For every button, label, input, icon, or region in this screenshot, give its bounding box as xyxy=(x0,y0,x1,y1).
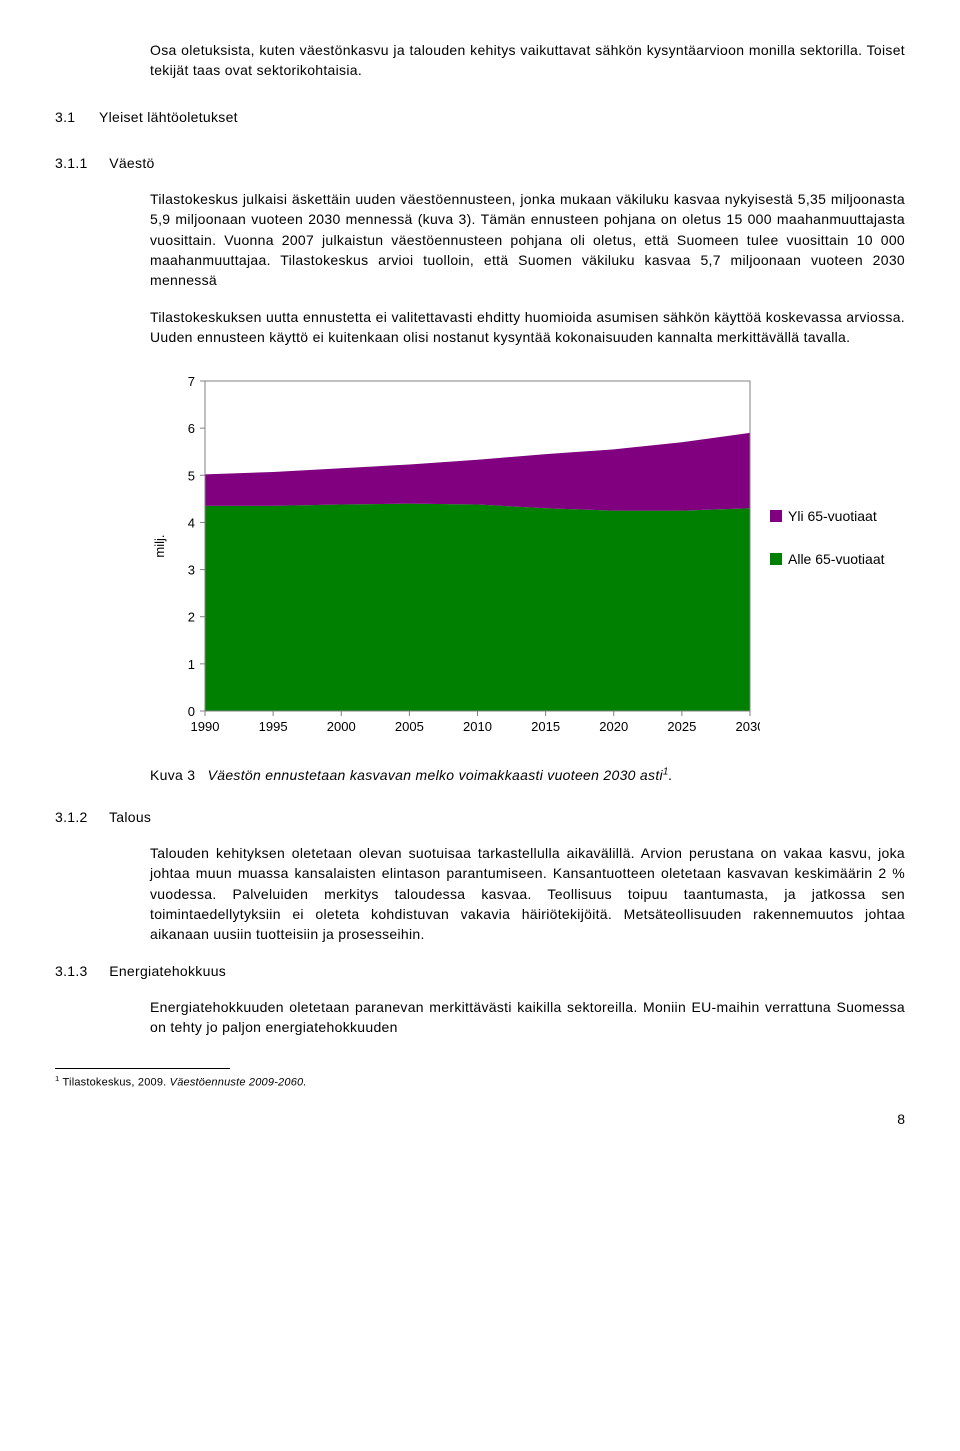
body-paragraph: Talouden kehityksen oletetaan olevan suo… xyxy=(150,843,905,944)
svg-text:2020: 2020 xyxy=(599,719,628,734)
caption-text: Väestön ennustetaan kasvavan melko voima… xyxy=(208,767,663,783)
subsection-title: Talous xyxy=(109,809,151,825)
chart-caption: Kuva 3 Väestön ennustetaan kasvavan melk… xyxy=(150,765,905,785)
svg-text:3: 3 xyxy=(188,563,195,578)
legend-item: Alle 65-vuotiaat xyxy=(770,549,885,569)
subsection-title: Väestö xyxy=(109,155,154,171)
legend-swatch-icon xyxy=(770,553,782,565)
section-3-1-3-heading: 3.1.3 Energiatehokkuus xyxy=(55,961,905,981)
svg-text:0: 0 xyxy=(188,704,195,719)
section-number: 3.1 xyxy=(55,107,95,127)
legend-label: Yli 65-vuotiaat xyxy=(788,506,877,526)
svg-text:milj.: milj. xyxy=(152,535,167,558)
subsection-number: 3.1.3 xyxy=(55,961,105,981)
intro-paragraph: Osa oletuksista, kuten väestönkasvu ja t… xyxy=(150,40,905,81)
body-paragraph: Energiatehokkuuden oletetaan paranevan m… xyxy=(150,997,905,1038)
svg-text:4: 4 xyxy=(188,516,195,531)
svg-text:2000: 2000 xyxy=(327,719,356,734)
section-3-1-heading: 3.1 Yleiset lähtöoletukset xyxy=(55,107,905,127)
caption-prefix: Kuva 3 xyxy=(150,767,195,783)
chart-svg: 0 1 2 3 4 5 6 7 1990 1995 2000 2005 2010 2015 2020 2025… xyxy=(150,371,760,741)
svg-text:6: 6 xyxy=(188,421,195,436)
chart-plot: 0 1 2 3 4 5 6 7 1990 1995 2000 2005 2010 2015 2020 2025… xyxy=(150,371,760,746)
svg-text:2005: 2005 xyxy=(395,719,424,734)
population-chart: 0 1 2 3 4 5 6 7 1990 1995 2000 2005 2010 2015 2020 2025… xyxy=(150,371,905,746)
svg-text:1: 1 xyxy=(188,657,195,672)
caption-tail: . xyxy=(669,767,673,783)
svg-text:2030: 2030 xyxy=(736,719,760,734)
legend-label: Alle 65-vuotiaat xyxy=(788,549,885,569)
svg-text:2015: 2015 xyxy=(531,719,560,734)
subsection-title: Energiatehokkuus xyxy=(109,963,226,979)
svg-text:5: 5 xyxy=(188,469,195,484)
section-title: Yleiset lähtöoletukset xyxy=(99,109,238,125)
subsection-number: 3.1.1 xyxy=(55,153,105,173)
svg-text:2: 2 xyxy=(188,610,195,625)
page-number: 8 xyxy=(55,1109,905,1129)
legend-item: Yli 65-vuotiaat xyxy=(770,506,885,526)
svg-text:2010: 2010 xyxy=(463,719,492,734)
body-paragraph: Tilastokeskuksen uutta ennustetta ei val… xyxy=(150,307,905,348)
subsection-number: 3.1.2 xyxy=(55,807,105,827)
footnote-text: Tilastokeskus, 2009. xyxy=(59,1076,169,1088)
section-3-1-1-heading: 3.1.1 Väestö xyxy=(55,153,905,173)
footnote-rule xyxy=(55,1068,230,1069)
chart-legend: Yli 65-vuotiaat Alle 65-vuotiaat xyxy=(770,506,885,746)
svg-text:1990: 1990 xyxy=(191,719,220,734)
svg-text:1995: 1995 xyxy=(259,719,288,734)
legend-swatch-icon xyxy=(770,510,782,522)
footnote: 1 Tilastokeskus, 2009. Väestöennuste 200… xyxy=(55,1073,905,1092)
section-3-1-2-heading: 3.1.2 Talous xyxy=(55,807,905,827)
body-paragraph: Tilastokeskus julkaisi äskettäin uuden v… xyxy=(150,189,905,290)
footnote-source: Väestöennuste 2009-2060. xyxy=(170,1076,307,1088)
svg-text:7: 7 xyxy=(188,374,195,389)
svg-text:2025: 2025 xyxy=(667,719,696,734)
